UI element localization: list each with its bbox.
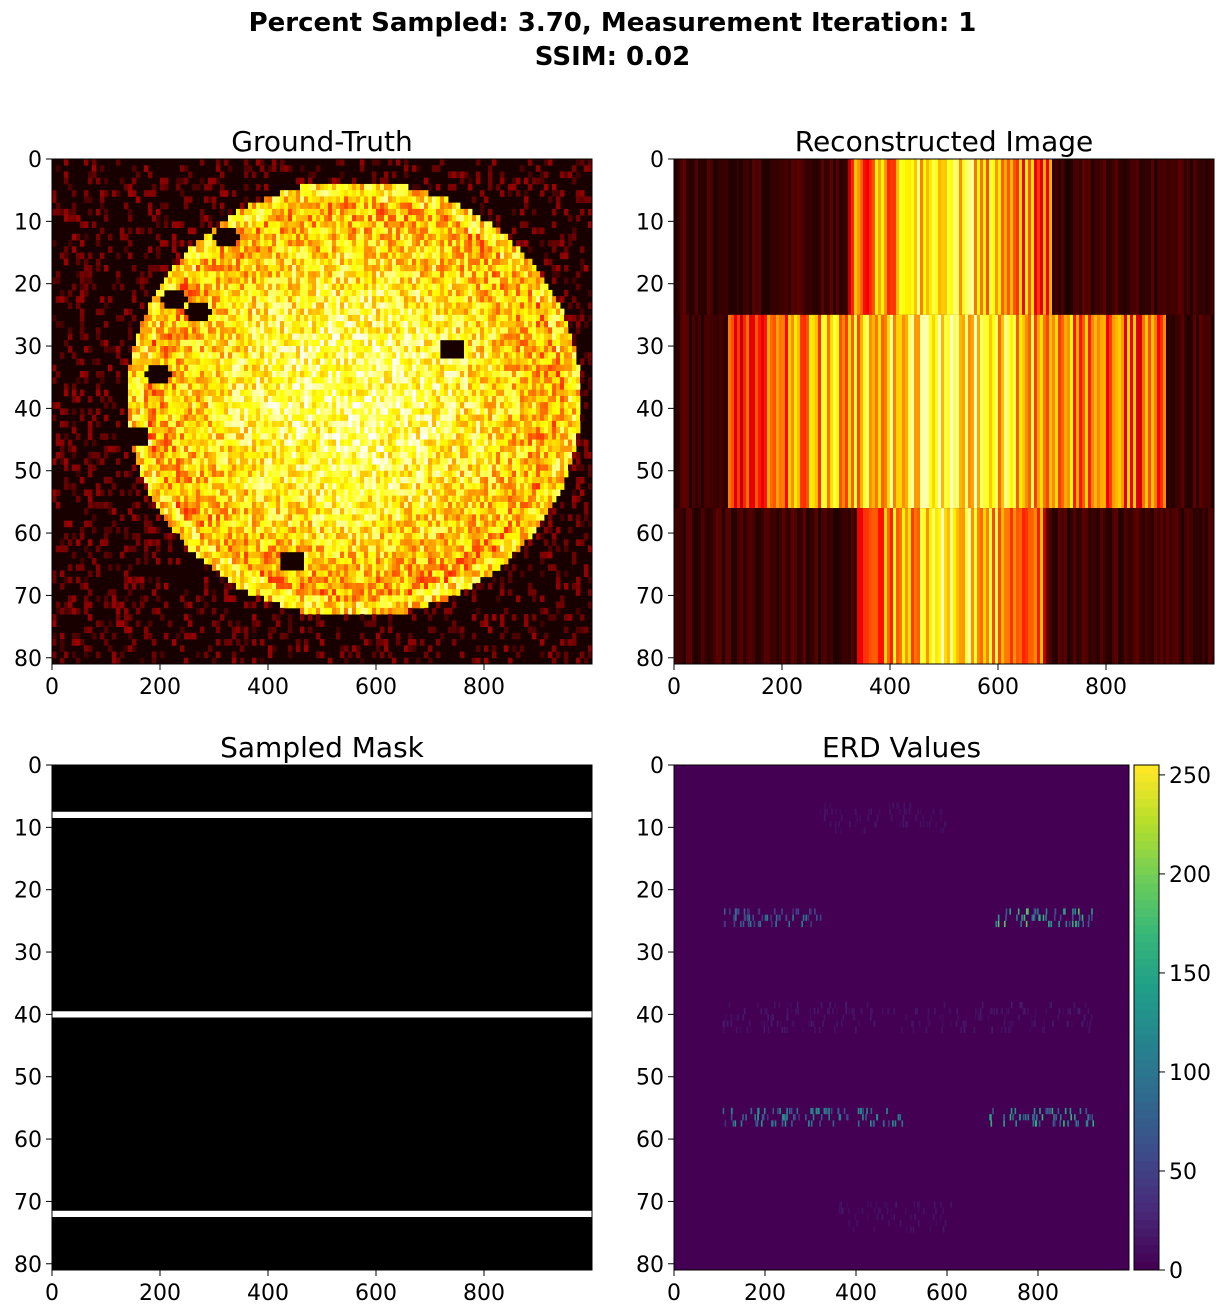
colorbar-tick-label: 100 (1169, 1061, 1211, 1086)
axes-frame (51, 764, 593, 1271)
y-tick-label: 60 (14, 1128, 42, 1153)
y-tick-label: 20 (636, 273, 664, 298)
x-tick-label: 200 (744, 1281, 786, 1306)
x-tick-label: 0 (45, 675, 59, 700)
x-tick-label: 800 (1085, 675, 1127, 700)
y-tick-label: 40 (636, 397, 664, 422)
y-tick-label: 10 (14, 816, 42, 841)
colorbar-tick-label: 250 (1169, 764, 1211, 789)
figure-suptitle-line1: Percent Sampled: 3.70, Measurement Itera… (248, 8, 977, 38)
sampled-row-line (52, 1011, 592, 1018)
x-tick-label: 400 (247, 1281, 289, 1306)
y-tick-label: 50 (636, 1066, 664, 1091)
ground-truth-heatmap (52, 159, 593, 665)
y-tick-label: 10 (636, 210, 664, 235)
y-tick-label: 10 (14, 210, 42, 235)
axes-frame (673, 158, 1215, 665)
x-tick-label: 400 (869, 675, 911, 700)
y-tick-label: 60 (636, 1128, 664, 1153)
y-tick-label: 80 (14, 647, 42, 672)
x-tick-label: 600 (977, 675, 1019, 700)
y-tick-label: 30 (636, 941, 664, 966)
figure-suptitle-line2: SSIM: 0.02 (534, 42, 691, 72)
colorbar-tick-label: 150 (1169, 962, 1211, 987)
y-tick-label: 30 (14, 335, 42, 360)
sampled-mask-panel: Sampled Mask 0 200 400 600 800 0 10 20 30 40 50 60 70… (14, 731, 593, 1306)
y-tick-label: 70 (14, 1190, 42, 1215)
colorbar: 0 50 100 150 200 250 (1133, 764, 1211, 1284)
y-tick-label: 20 (636, 879, 664, 904)
x-tick-label: 600 (355, 675, 397, 700)
y-tick-label: 50 (14, 1066, 42, 1091)
y-tick-label: 70 (636, 1190, 664, 1215)
chart-title: Sampled Mask (220, 731, 425, 764)
y-tick-label: 20 (14, 273, 42, 298)
chart-title: ERD Values (822, 731, 981, 764)
axes-frame (51, 158, 593, 665)
erd-heatmap (674, 765, 1129, 1270)
x-tick-label: 200 (139, 675, 181, 700)
y-tick-label: 40 (14, 1003, 42, 1028)
x-tick-label: 800 (463, 1281, 505, 1306)
x-tick-label: 600 (355, 1281, 397, 1306)
sampled-row-line (52, 1210, 592, 1217)
x-tick-label: 400 (247, 675, 289, 700)
y-tick-label: 60 (14, 522, 42, 547)
y-tick-label: 10 (636, 816, 664, 841)
x-tick-label: 600 (926, 1281, 968, 1306)
y-tick-label: 80 (14, 1253, 42, 1278)
colorbar-tick-label: 50 (1169, 1160, 1197, 1185)
y-tick-label: 0 (650, 148, 664, 173)
y-tick-label: 80 (636, 647, 664, 672)
x-tick-label: 200 (761, 675, 803, 700)
y-tick-label: 30 (14, 941, 42, 966)
y-tick-label: 40 (636, 1003, 664, 1028)
y-tick-label: 30 (636, 335, 664, 360)
y-tick-label: 20 (14, 879, 42, 904)
colorbar-tick-label: 0 (1169, 1259, 1183, 1284)
axes-frame (673, 764, 1130, 1271)
y-tick-label: 80 (636, 1253, 664, 1278)
y-tick-label: 0 (650, 754, 664, 779)
y-tick-label: 0 (28, 754, 42, 779)
y-tick-label: 70 (636, 584, 664, 609)
x-tick-label: 0 (667, 675, 681, 700)
chart-title: Reconstructed Image (795, 125, 1093, 158)
x-tick-label: 800 (1017, 1281, 1059, 1306)
y-tick-label: 0 (28, 148, 42, 173)
x-tick-label: 400 (835, 1281, 877, 1306)
ground-truth-panel: Ground-Truth 0 200 400 600 800 0 10 20 30 40 50 60 70… (14, 125, 593, 700)
y-tick-label: 60 (636, 522, 664, 547)
y-tick-label: 70 (14, 584, 42, 609)
y-tick-label: 40 (14, 397, 42, 422)
y-tick-label: 50 (14, 460, 42, 485)
x-tick-label: 200 (139, 1281, 181, 1306)
sampled-row-line (52, 811, 592, 818)
x-tick-label: 0 (45, 1281, 59, 1306)
reconstructed-panel: Reconstructed Image 0 200 400 600 800 0 10 20 30 4… (636, 125, 1215, 700)
reconstructed-heatmap (674, 159, 1215, 664)
x-tick-label: 0 (667, 1281, 681, 1306)
chart-title: Ground-Truth (231, 125, 413, 158)
x-tick-label: 800 (463, 675, 505, 700)
colorbar-tick-label: 200 (1169, 863, 1211, 888)
y-tick-label: 50 (636, 460, 664, 485)
